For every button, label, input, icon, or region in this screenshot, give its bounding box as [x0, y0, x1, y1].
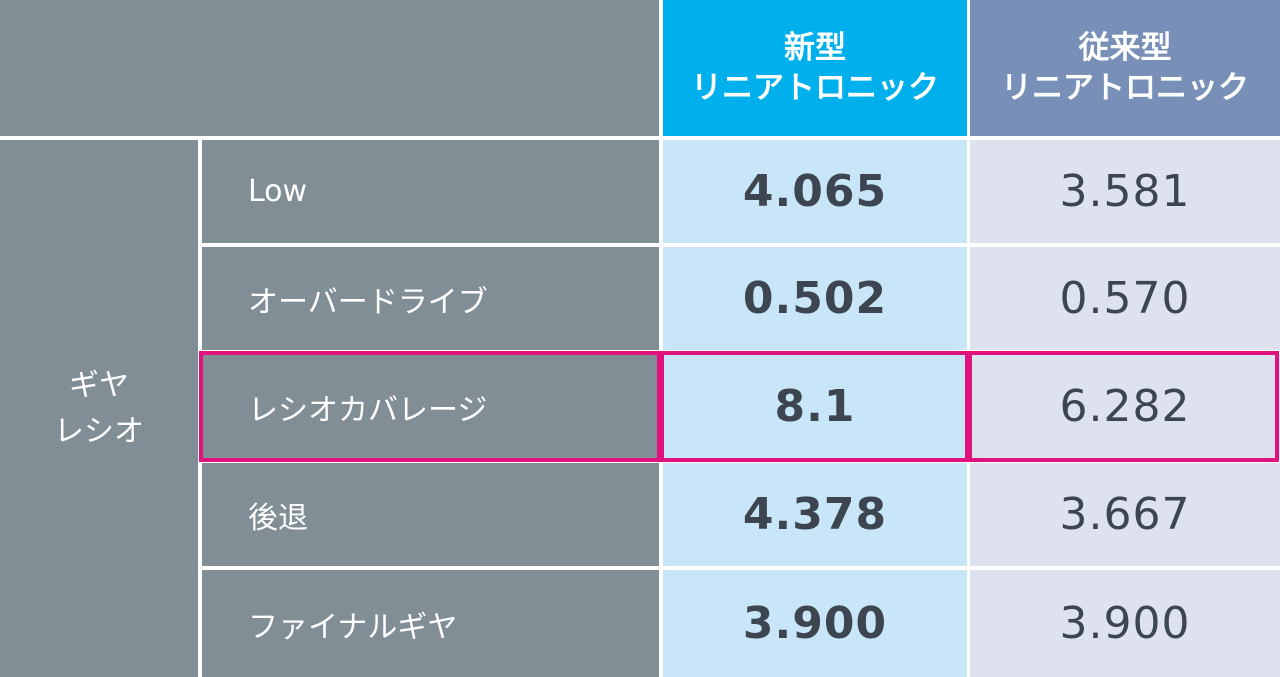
value-new-low: 4.065 [663, 140, 967, 243]
row-label-text: Low [248, 174, 308, 209]
row-label-overdrive: オーバードライブ [202, 247, 659, 350]
header-old-linear-tronic: 従来型 リニアトロニック [970, 0, 1280, 136]
group-label-gear-ratio: ギヤ レシオ [0, 140, 198, 677]
header-old-line1: 従来型 [1078, 30, 1172, 66]
value-text: 3.667 [1059, 489, 1191, 540]
row-label-text: 後退 [248, 500, 308, 536]
row-label-text: オーバードライブ [248, 284, 488, 320]
value-old-ratio-coverage: 6.282 [970, 354, 1280, 459]
header-new-line2: リニアトロニック [691, 70, 939, 106]
value-text: 6.282 [1059, 381, 1191, 432]
value-text: 3.900 [1059, 598, 1191, 649]
value-old-final-gear: 3.900 [970, 570, 1280, 677]
row-label-final-gear: ファイナルギヤ [202, 570, 659, 677]
row-label-text: レシオカバレージ [248, 392, 488, 428]
value-old-low: 3.581 [970, 140, 1280, 243]
header-new-line1: 新型 [784, 30, 846, 66]
group-label-line2: レシオ [54, 413, 144, 449]
value-old-reverse: 3.667 [970, 463, 1280, 566]
group-label-line1: ギヤ [69, 367, 129, 403]
value-text: 0.570 [1059, 273, 1191, 324]
header-blank-cell [0, 0, 659, 136]
row-label-ratio-coverage: レシオカバレージ [202, 354, 659, 459]
value-text: 8.1 [774, 381, 856, 432]
value-text: 3.581 [1059, 166, 1191, 217]
value-new-final-gear: 3.900 [663, 570, 967, 677]
row-label-reverse: 後退 [202, 463, 659, 566]
value-text: 3.900 [742, 598, 888, 649]
row-label-text: ファイナルギヤ [248, 609, 458, 645]
value-new-reverse: 4.378 [663, 463, 967, 566]
value-text: 0.502 [742, 273, 888, 324]
value-text: 4.065 [742, 166, 888, 217]
header-new-linear-tronic: 新型 リニアトロニック [663, 0, 967, 136]
value-old-overdrive: 0.570 [970, 247, 1280, 350]
row-label-low: Low [202, 140, 659, 243]
value-new-overdrive: 0.502 [663, 247, 967, 350]
value-text: 4.378 [742, 489, 888, 540]
header-old-line2: リニアトロニック [1001, 70, 1249, 106]
value-new-ratio-coverage: 8.1 [663, 354, 967, 459]
